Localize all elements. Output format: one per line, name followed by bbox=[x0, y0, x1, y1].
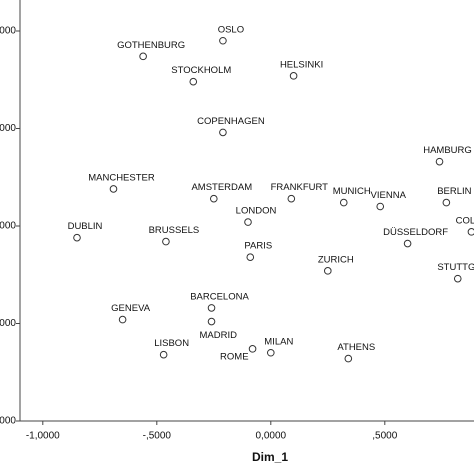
point-label: LONDON bbox=[236, 206, 277, 217]
point bbox=[403, 239, 412, 248]
point bbox=[248, 345, 257, 353]
point bbox=[435, 157, 444, 166]
point-label: VIENNA bbox=[371, 190, 407, 201]
x-tick-label: 0,0000 bbox=[256, 431, 287, 442]
point bbox=[189, 77, 198, 86]
point bbox=[267, 348, 275, 357]
x-axis-title: Dim_1 bbox=[252, 450, 288, 464]
point-label: ATHENS bbox=[337, 342, 375, 353]
point-label: FRANKFURT bbox=[271, 182, 329, 193]
point-label: ROME bbox=[220, 351, 249, 362]
y-tick-label: -1,0000 bbox=[0, 416, 16, 427]
point bbox=[324, 267, 332, 275]
point-label: STOCKHOLM bbox=[171, 65, 231, 76]
point-label: MILAN bbox=[264, 336, 293, 347]
point bbox=[287, 194, 296, 203]
point bbox=[118, 315, 127, 324]
point-label: MUNICH bbox=[333, 186, 371, 197]
y-tick-label: -,5000 bbox=[0, 318, 16, 329]
point bbox=[442, 198, 451, 207]
y-tick-label: ,5000 bbox=[0, 123, 16, 134]
point bbox=[73, 233, 81, 242]
point bbox=[246, 253, 255, 262]
point bbox=[219, 128, 227, 137]
point-label: DUBLIN bbox=[68, 221, 103, 232]
point bbox=[376, 202, 385, 211]
point bbox=[162, 237, 170, 246]
x-tick-label: -,5000 bbox=[143, 431, 172, 442]
point bbox=[109, 185, 118, 193]
point-label: BARCELONA bbox=[190, 291, 249, 302]
y-tick-label: 1,0000 bbox=[0, 26, 16, 37]
point bbox=[467, 228, 474, 236]
x-tick-label: ,5000 bbox=[372, 431, 397, 442]
point-label: COLOGNE bbox=[456, 215, 474, 226]
point-label: PARIS bbox=[244, 241, 272, 252]
point-label: GOTHENBURG bbox=[117, 40, 185, 51]
point-label: LISBON bbox=[154, 338, 189, 349]
point-label: COPENHAGEN bbox=[197, 116, 265, 127]
point bbox=[139, 52, 147, 61]
x-tick-label: -1,0000 bbox=[26, 431, 60, 442]
point-label: MADRID bbox=[200, 330, 238, 341]
point-label: AMSTERDAM bbox=[191, 182, 252, 193]
point-label: DÜSSELDORF bbox=[383, 227, 448, 238]
point-label: MANCHESTER bbox=[88, 172, 155, 183]
point bbox=[344, 354, 353, 363]
point bbox=[453, 274, 462, 283]
point bbox=[207, 317, 216, 326]
point-label: OSLO bbox=[218, 24, 244, 35]
point bbox=[244, 218, 252, 226]
point-label: HAMBURG bbox=[423, 145, 472, 156]
point-label: HELSINKI bbox=[280, 59, 323, 70]
point bbox=[289, 72, 298, 80]
point-label: BRUSSELS bbox=[149, 225, 200, 236]
point-label: GENEVA bbox=[111, 303, 151, 314]
point-label: BERLIN bbox=[437, 186, 471, 197]
point-label: ZURICH bbox=[318, 254, 354, 265]
point bbox=[219, 36, 227, 45]
point bbox=[159, 350, 168, 359]
point bbox=[339, 198, 348, 207]
y-tick-label: ,0000 bbox=[0, 221, 16, 232]
point bbox=[210, 194, 218, 203]
point-label: STUTTGART bbox=[437, 262, 474, 273]
point bbox=[207, 304, 216, 312]
